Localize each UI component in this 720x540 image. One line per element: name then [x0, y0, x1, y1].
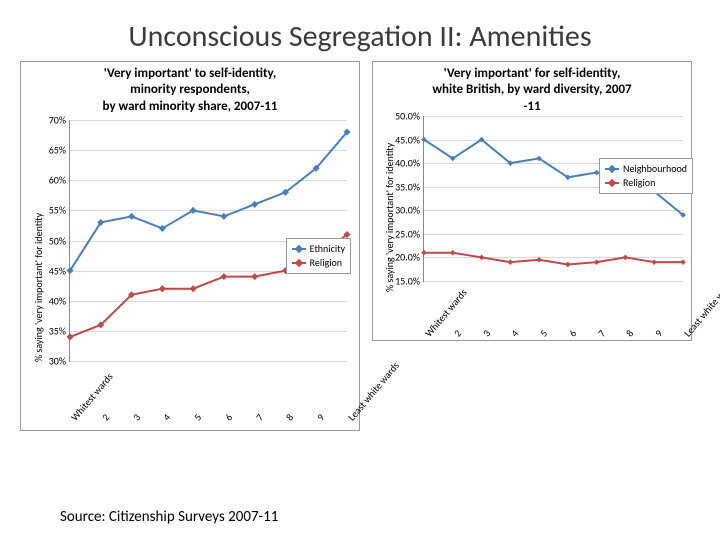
legend-item: Religion	[605, 176, 687, 190]
x-tick-label: 6	[222, 411, 235, 423]
series-marker	[220, 213, 227, 220]
series-marker	[565, 262, 571, 268]
x-tick-label: 9	[652, 327, 665, 339]
series-marker	[536, 257, 542, 263]
gridline	[70, 361, 347, 362]
y-tick-label: 20.0%	[395, 251, 424, 264]
legend-swatch	[292, 262, 306, 264]
y-tick-label: 15.0%	[395, 275, 424, 288]
y-tick-label: 50.0%	[395, 110, 424, 123]
y-tick-label: 40%	[49, 294, 70, 307]
x-tick-label: 8	[283, 411, 296, 423]
right-chart: 'Very important' for self-identity,white…	[372, 61, 692, 341]
x-tick-label: Whitest wards	[422, 286, 470, 339]
x-tick-label: 2	[99, 411, 112, 423]
y-tick-label: 60%	[49, 174, 70, 187]
series-line	[424, 253, 683, 265]
series-marker	[623, 255, 629, 261]
series-marker	[128, 213, 135, 220]
x-tick-label: 5	[191, 411, 204, 423]
legend-label: Ethnicity	[310, 242, 345, 256]
series-marker	[190, 285, 197, 292]
x-tick-label: Least white wards	[681, 275, 720, 339]
series-marker	[220, 273, 227, 280]
right-plot-area: 15.0%20.0%25.0%30.0%35.0%40.0%45.0%50.0%…	[423, 116, 683, 282]
series-marker	[159, 285, 166, 292]
x-tick-label: 5	[537, 327, 550, 339]
legend-swatch	[605, 168, 619, 170]
series-marker	[251, 201, 258, 208]
y-tick-label: 25.0%	[395, 227, 424, 240]
source-citation: Source: Citizenship Surveys 2007-11	[60, 508, 278, 526]
x-tick-label: 6	[566, 327, 579, 339]
y-tick-label: 65%	[49, 144, 70, 157]
y-tick-label: 35.0%	[395, 180, 424, 193]
left-y-axis-label: % saying 'very important' for identity	[32, 213, 45, 362]
series-marker	[508, 259, 514, 265]
legend-item: Ethnicity	[292, 242, 345, 256]
right-y-axis-label: % saying 'very important' for identity	[383, 143, 396, 292]
x-tick-label: Least white wards	[345, 359, 402, 423]
left-legend: EthnicityReligion	[286, 238, 351, 274]
series-marker	[594, 259, 600, 265]
legend-swatch	[605, 182, 619, 184]
y-tick-label: 35%	[49, 324, 70, 337]
x-tick-label: 3	[130, 411, 143, 423]
left-chart: 'Very important' to self-identity,minori…	[20, 61, 360, 431]
legend-label: Neighbourhood	[623, 162, 687, 176]
y-tick-label: 30.0%	[395, 204, 424, 217]
legend-label: Religion	[310, 256, 342, 270]
x-tick-label: 3	[480, 327, 493, 339]
chart-svg	[424, 116, 683, 281]
left-chart-title: 'Very important' to self-identity,minori…	[21, 62, 359, 117]
x-tick-label: 7	[253, 411, 266, 423]
series-marker	[680, 259, 686, 265]
slide-title: Unconscious Segregation II: Amenities	[0, 0, 720, 61]
right-legend: NeighbourhoodReligion	[599, 158, 693, 194]
y-tick-label: 55%	[49, 204, 70, 217]
y-tick-label: 30%	[49, 355, 70, 368]
charts-row: 'Very important' to self-identity,minori…	[0, 61, 720, 431]
legend-item: Neighbourhood	[605, 162, 687, 176]
y-tick-label: 70%	[49, 114, 70, 127]
legend-item: Religion	[292, 256, 345, 270]
legend-label: Religion	[623, 176, 655, 190]
x-tick-label: 4	[508, 327, 521, 339]
legend-swatch	[292, 248, 306, 250]
x-tick-label: 7	[595, 327, 608, 339]
series-marker	[651, 259, 657, 265]
gridline	[424, 281, 683, 282]
x-tick-label: 9	[314, 411, 327, 423]
x-tick-label: 2	[451, 327, 464, 339]
y-tick-label: 45.0%	[395, 133, 424, 146]
y-tick-label: 40.0%	[395, 157, 424, 170]
series-marker	[251, 273, 258, 280]
x-tick-label: 4	[160, 411, 173, 423]
y-tick-label: 50%	[49, 234, 70, 247]
series-marker	[479, 255, 485, 261]
x-tick-label: 8	[623, 327, 636, 339]
series-marker	[450, 250, 456, 256]
